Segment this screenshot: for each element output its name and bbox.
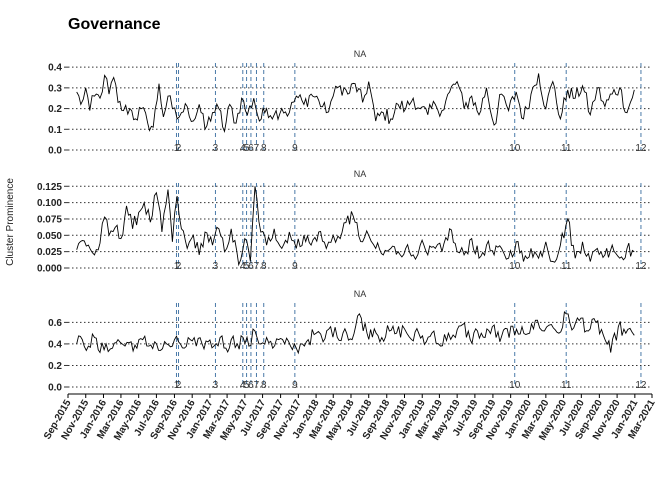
y-tick-label: 0.4 bbox=[48, 339, 62, 350]
event-label: 6 bbox=[248, 261, 254, 272]
y-tick-label: 0.6 bbox=[48, 318, 62, 329]
panel-title: NA bbox=[354, 289, 367, 299]
event-label: 2 bbox=[176, 261, 182, 272]
event-label: 7 bbox=[254, 143, 260, 154]
y-tick-label: 0.125 bbox=[37, 182, 62, 193]
series-line bbox=[76, 73, 635, 133]
event-label: 1 bbox=[174, 143, 180, 154]
y-tick-label: 0.050 bbox=[37, 231, 62, 242]
y-tick-label: 0.3 bbox=[48, 83, 62, 94]
event-label: 11 bbox=[561, 261, 572, 272]
y-tick-label: 0.000 bbox=[37, 264, 62, 275]
y-tick-label: 0.0 bbox=[48, 146, 62, 157]
event-label: 8 bbox=[261, 143, 267, 154]
event-label: 2 bbox=[176, 380, 182, 391]
y-tick-label: 0.025 bbox=[37, 247, 62, 258]
event-label: 7 bbox=[254, 261, 260, 272]
event-label: 10 bbox=[509, 143, 521, 154]
event-label: 12 bbox=[635, 380, 647, 391]
event-label: 3 bbox=[213, 261, 219, 272]
y-tick-label: 0.0 bbox=[48, 383, 62, 394]
y-tick-label: 0.2 bbox=[48, 104, 62, 115]
y-axis-title: Cluster Prominence bbox=[5, 178, 16, 266]
event-label: 12 bbox=[635, 143, 647, 154]
event-label: 1 bbox=[174, 261, 180, 272]
chart-title: Governance bbox=[68, 16, 161, 33]
y-tick-label: 0.2 bbox=[48, 361, 62, 372]
event-label: 5 bbox=[244, 143, 250, 154]
event-label: 4 bbox=[240, 261, 246, 272]
event-label: 4 bbox=[240, 143, 246, 154]
y-tick-label: 0.1 bbox=[48, 125, 62, 136]
panel-title: NA bbox=[354, 49, 367, 59]
event-label: 7 bbox=[254, 380, 260, 391]
event-label: 12 bbox=[635, 261, 647, 272]
event-label: 6 bbox=[248, 380, 254, 391]
event-label: 5 bbox=[244, 261, 250, 272]
event-label: 9 bbox=[292, 380, 298, 391]
y-tick-label: 0.075 bbox=[37, 214, 62, 225]
event-label: 3 bbox=[213, 380, 219, 391]
event-label: 10 bbox=[509, 261, 521, 272]
event-label: 11 bbox=[561, 380, 572, 391]
event-label: 8 bbox=[261, 261, 267, 272]
event-label: 9 bbox=[292, 143, 298, 154]
y-tick-label: 0.4 bbox=[48, 63, 62, 74]
series-line bbox=[76, 311, 635, 355]
event-label: 6 bbox=[248, 143, 254, 154]
event-label: 4 bbox=[240, 380, 246, 391]
event-label: 1 bbox=[174, 380, 180, 391]
event-label: 11 bbox=[561, 143, 572, 154]
series-line bbox=[76, 186, 635, 267]
event-label: 2 bbox=[176, 143, 182, 154]
event-label: 5 bbox=[244, 380, 250, 391]
y-tick-label: 0.100 bbox=[37, 198, 62, 209]
event-label: 10 bbox=[509, 380, 521, 391]
panel-title: NA bbox=[354, 169, 367, 179]
event-label: 9 bbox=[292, 261, 298, 272]
event-label: 3 bbox=[213, 143, 219, 154]
event-label: 8 bbox=[261, 380, 267, 391]
